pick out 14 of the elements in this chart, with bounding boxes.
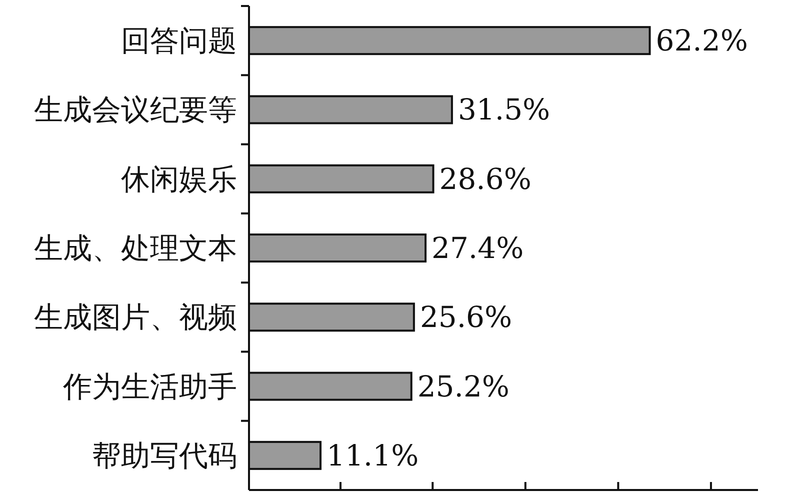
y-tick-label: 生成会议纪要等	[34, 92, 237, 127]
data-label: 62.2%	[656, 24, 748, 58]
y-tick-label: 帮助写代码	[92, 438, 237, 472]
data-label: 31.5%	[458, 92, 550, 127]
y-tick-label: 作为生活助手	[62, 369, 237, 404]
y-tick-label: 生成、处理文本	[34, 231, 237, 265]
data-label: 25.6%	[420, 300, 512, 334]
y-tick-label: 生成图片、视频	[34, 300, 237, 334]
data-label: 28.6%	[439, 162, 532, 196]
y-tick-label: 回答问题	[121, 24, 237, 58]
data-label: 27.4%	[432, 231, 524, 265]
y-tick-label: 休闲娱乐	[121, 162, 237, 196]
data-label: 11.1%	[326, 438, 419, 472]
data-label: 25.2%	[417, 369, 510, 404]
